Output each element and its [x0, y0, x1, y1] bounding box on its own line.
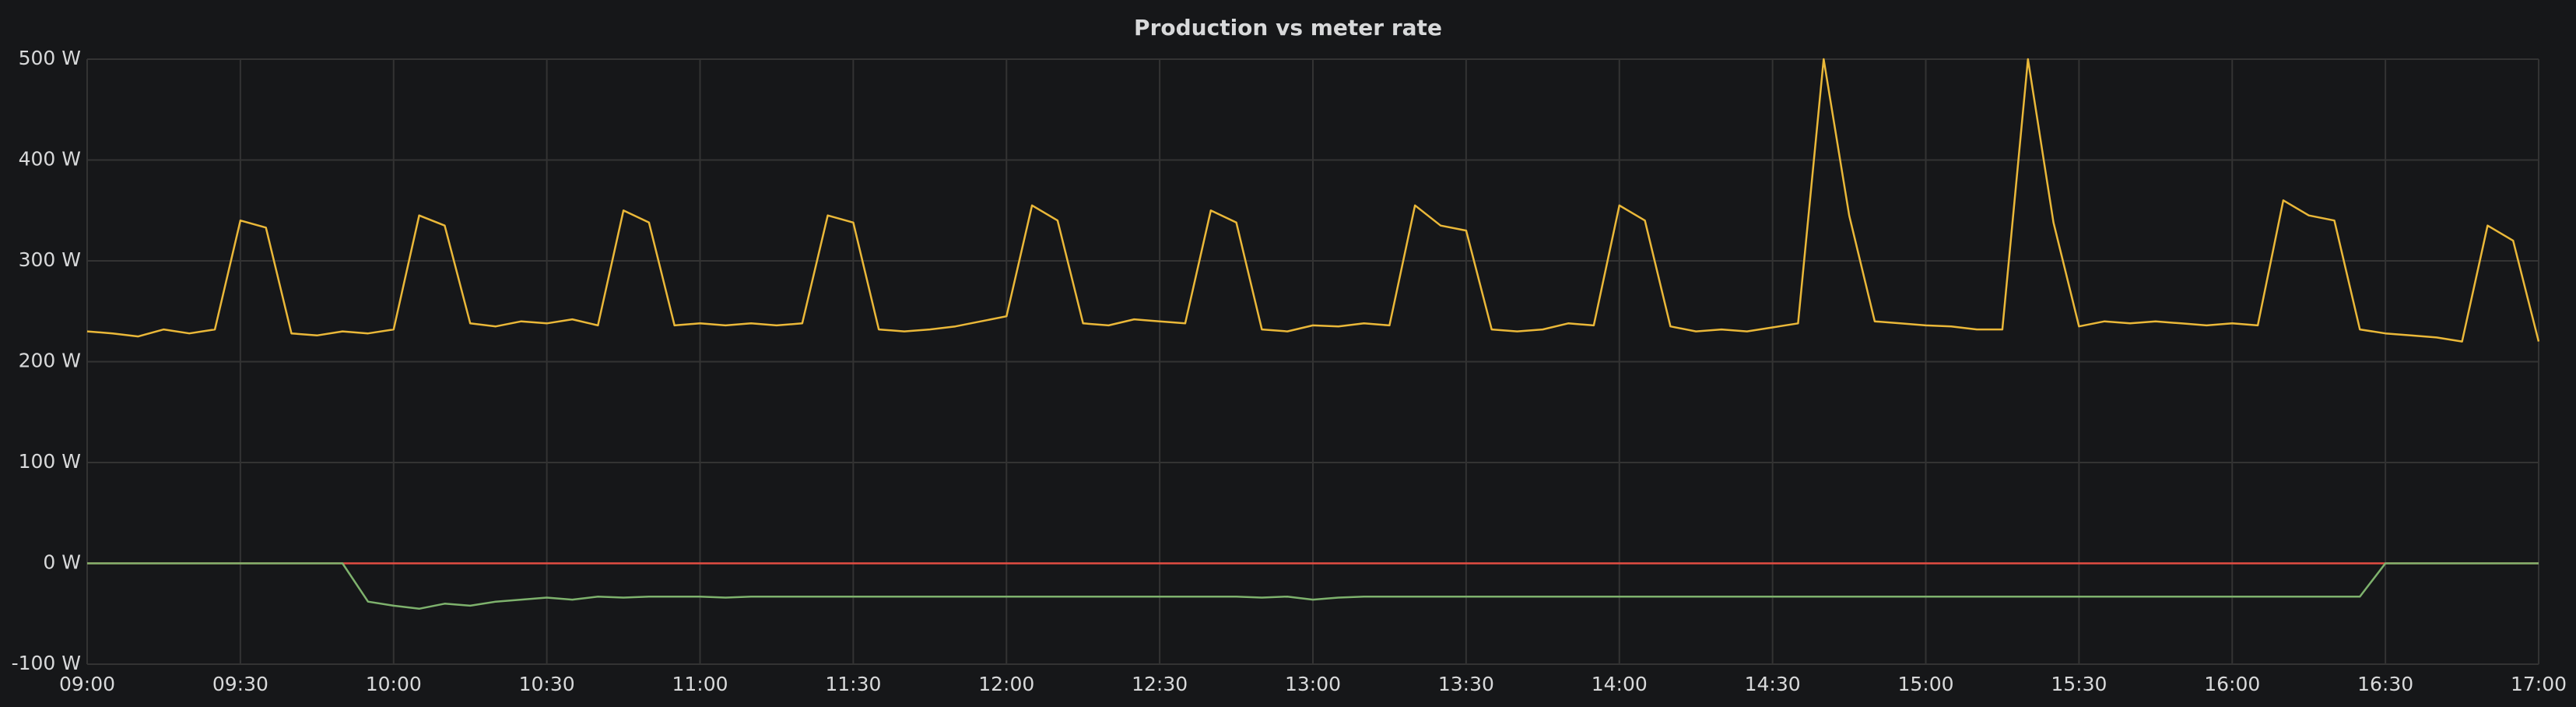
x-tick-label: 10:00 [366, 673, 422, 695]
x-tick-label: 16:00 [2204, 673, 2260, 695]
x-tick-label: 15:00 [1897, 673, 1953, 695]
series-line [86, 58, 2540, 343]
x-tick-label: 15:30 [2051, 673, 2107, 695]
x-tick-label: 12:30 [1132, 673, 1188, 695]
x-tick-label: 14:00 [1592, 673, 1648, 695]
x-tick-label: 16:30 [2357, 673, 2413, 695]
x-tick-label: 09:00 [59, 673, 115, 695]
y-tick-label: -100 W [12, 652, 81, 674]
x-tick-label: 13:30 [1438, 673, 1494, 695]
x-tick-label: 12:00 [978, 673, 1034, 695]
x-tick-label: 11:30 [825, 673, 881, 695]
x-tick-label: 11:00 [672, 673, 728, 695]
chart-title: Production vs meter rate [1134, 15, 1442, 40]
x-tick-label: 09:30 [212, 673, 268, 695]
x-tick-label: 10:30 [519, 673, 575, 695]
x-tick-label: 17:00 [2511, 673, 2567, 695]
y-tick-label: 300 W [19, 248, 81, 271]
y-tick-label: 100 W [19, 450, 81, 473]
y-tick-label: 0 W [43, 551, 81, 574]
x-tick-label: 14:30 [1745, 673, 1801, 695]
series-line [87, 562, 2539, 610]
y-tick-label: 200 W [19, 350, 81, 372]
x-tick-label: 13:00 [1285, 673, 1341, 695]
y-tick-label: 400 W [19, 148, 81, 171]
y-tick-label: 500 W [19, 47, 81, 69]
